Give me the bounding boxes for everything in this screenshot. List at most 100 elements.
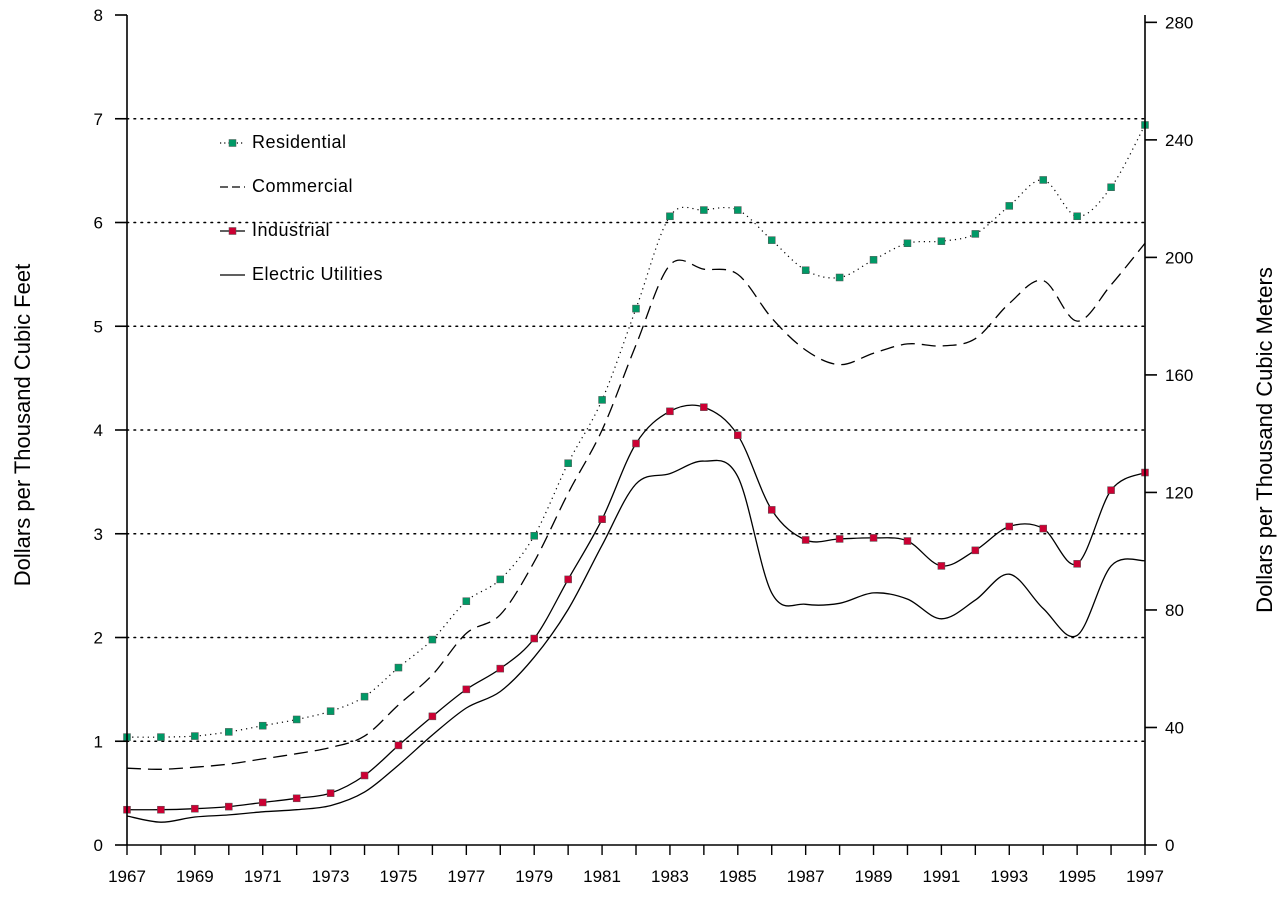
- data-point-industrial: [191, 804, 199, 813]
- y-axis-title-left: Dollars per Thousand Cubic Feet: [10, 264, 35, 586]
- data-point-residential: [734, 206, 742, 214]
- series-line-industrial: [126, 404, 1146, 811]
- y-tick-label-left: 3: [94, 525, 103, 544]
- data-point-residential: [767, 236, 776, 244]
- data-point-industrial: [1039, 524, 1047, 533]
- data-point-industrial: [1005, 522, 1014, 531]
- legend-label-residential: Residential: [252, 132, 347, 152]
- data-point-residential: [869, 256, 878, 264]
- y-tick-label-left: 1: [94, 732, 103, 751]
- data-point-industrial: [700, 403, 708, 411]
- data-point-industrial: [428, 712, 437, 721]
- data-point-residential: [428, 635, 437, 644]
- data-point-residential: [564, 459, 572, 467]
- x-tick-label: 1989: [855, 867, 893, 886]
- data-point-residential: [258, 721, 267, 730]
- data-point-industrial: [903, 537, 912, 545]
- data-point-residential: [632, 304, 640, 313]
- y-tick-label-left: 2: [94, 629, 103, 648]
- y-tick-label-left: 6: [94, 214, 103, 233]
- data-point-residential: [971, 230, 980, 238]
- data-point-industrial: [394, 741, 403, 750]
- y-tick-label-right: 40: [1165, 718, 1184, 737]
- y-axis-title-right: Dollars per Thousand Cubic Meters: [1252, 267, 1277, 613]
- data-point-industrial: [869, 534, 878, 542]
- x-tick-label: 1983: [651, 867, 689, 886]
- legend-label-industrial: Industrial: [252, 220, 330, 240]
- x-tick-label: 1991: [922, 867, 960, 886]
- y-tick-label-right: 0: [1165, 836, 1174, 855]
- legend-label-commercial: Commercial: [252, 176, 353, 196]
- legend-marker-residential: [228, 139, 237, 147]
- axes: [115, 14, 1157, 855]
- y-tick-label-left: 5: [94, 317, 103, 336]
- y-tick-label-left: 8: [94, 6, 103, 25]
- data-point-residential: [666, 212, 674, 221]
- data-point-residential: [530, 532, 538, 540]
- x-tick-label: 1981: [583, 867, 621, 886]
- data-point-industrial: [360, 771, 369, 780]
- x-tick-label: 1969: [176, 867, 214, 886]
- series-line-electric-utilities: [126, 459, 1146, 823]
- data-point-residential: [360, 692, 369, 701]
- series-line-residential: [126, 124, 1146, 738]
- data-point-industrial: [666, 407, 674, 416]
- data-point-industrial: [937, 562, 946, 570]
- x-tick-label: 1979: [515, 867, 553, 886]
- data-point-industrial: [564, 575, 572, 584]
- y-tick-label-right: 200: [1165, 248, 1193, 267]
- x-tick-label: 1995: [1058, 867, 1096, 886]
- data-point-industrial: [835, 535, 844, 543]
- data-point-residential: [937, 237, 946, 245]
- y-tick-label-right: 280: [1165, 13, 1193, 32]
- data-point-industrial: [801, 536, 810, 544]
- data-point-residential: [191, 732, 199, 740]
- data-point-industrial: [632, 439, 640, 448]
- legend-marker-industrial: [228, 227, 237, 235]
- data-point-residential: [1039, 176, 1047, 184]
- data-point-industrial: [225, 802, 233, 811]
- x-tick-label: 1975: [380, 867, 418, 886]
- data-point-residential: [1005, 202, 1014, 210]
- data-point-industrial: [1073, 560, 1081, 568]
- grid-lines: [126, 117, 1146, 743]
- data-point-industrial: [530, 634, 538, 643]
- data-point-residential: [225, 728, 233, 736]
- data-point-residential: [835, 273, 844, 282]
- x-tick-label: 1971: [244, 867, 282, 886]
- data-point-industrial: [1107, 486, 1115, 494]
- data-point-residential: [1107, 183, 1115, 191]
- data-point-residential: [496, 575, 505, 584]
- y-tick-label-right: 120: [1165, 483, 1193, 502]
- data-point-industrial: [462, 685, 471, 694]
- series-layer: [123, 121, 1149, 823]
- data-point-residential: [801, 266, 810, 274]
- data-point-industrial: [258, 798, 267, 807]
- y-tick-label-right: 160: [1165, 366, 1193, 385]
- legend-label-electric-utilities: Electric Utilities: [252, 264, 383, 284]
- data-point-residential: [326, 707, 335, 715]
- data-point-industrial: [292, 794, 301, 803]
- x-tick-label: 1993: [990, 867, 1028, 886]
- data-point-residential: [700, 206, 708, 214]
- data-point-industrial: [734, 431, 742, 439]
- x-tick-label: 1987: [787, 867, 825, 886]
- x-tick-label: 1967: [108, 867, 146, 886]
- x-tick-label: 1977: [447, 867, 485, 886]
- y-tick-label-left: 4: [94, 421, 103, 440]
- data-point-residential: [598, 396, 606, 404]
- x-tick-label: 1997: [1126, 867, 1164, 886]
- data-point-industrial: [326, 789, 335, 797]
- series-line-commercial: [126, 242, 1146, 770]
- x-tick-label: 1973: [312, 867, 350, 886]
- data-point-industrial: [971, 546, 980, 555]
- x-tick-label: 1985: [719, 867, 757, 886]
- data-point-industrial: [157, 805, 165, 814]
- data-point-industrial: [767, 506, 776, 514]
- data-point-residential: [1073, 212, 1081, 221]
- y-tick-label-right: 80: [1165, 601, 1184, 620]
- data-point-residential: [394, 663, 403, 672]
- data-point-residential: [157, 733, 165, 741]
